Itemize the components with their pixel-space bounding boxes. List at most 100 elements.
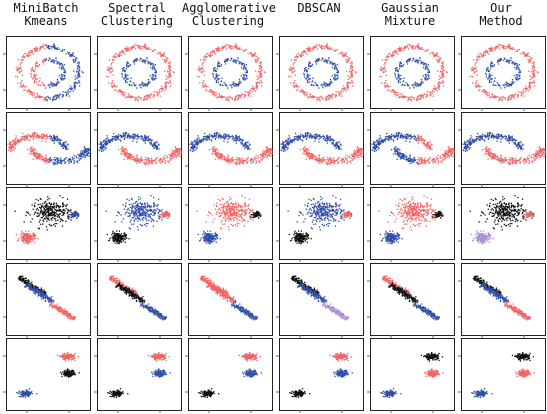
data-point-blue (52, 82, 54, 85)
data-point-blue (79, 82, 81, 84)
data-point-blue (101, 144, 103, 146)
data-point-blue (229, 59, 232, 62)
data-point-red (236, 98, 238, 101)
data-point-blue (245, 63, 248, 66)
data-point-red (267, 154, 269, 157)
data-point-red (228, 158, 230, 160)
data-point-blue (50, 81, 52, 83)
data-point-blue (240, 139, 242, 141)
data-point-red (425, 50, 427, 52)
data-point-red (153, 49, 155, 51)
data-point-red (140, 97, 142, 99)
data-point-red (502, 95, 504, 97)
data-point-blue (130, 135, 132, 138)
data-point-blue (504, 83, 506, 85)
data-point-red (351, 64, 353, 66)
data-point-blue (101, 148, 103, 151)
data-point-blue (514, 62, 516, 65)
data-point-red (516, 50, 518, 52)
data-point-blue (316, 60, 318, 62)
data-point-blue (247, 141, 249, 143)
data-point-red (330, 47, 332, 49)
data-point-red (256, 81, 258, 83)
data-point-red (209, 55, 211, 57)
data-point-red (310, 154, 312, 156)
data-point-red (522, 53, 525, 55)
data-point-red (488, 53, 490, 55)
data-point-red (238, 161, 240, 163)
data-point-blue (330, 80, 332, 82)
data-point-red (340, 51, 342, 53)
data-point-red (116, 85, 118, 88)
data-point-red (125, 154, 127, 157)
data-point-blue (234, 140, 236, 142)
data-point-blue (217, 134, 220, 137)
data-point-red (20, 69, 22, 71)
data-point-blue (309, 136, 311, 138)
data-point-red (10, 146, 12, 148)
data-point-blue (55, 94, 57, 96)
data-point-blue (52, 97, 54, 99)
data-point-red (520, 93, 523, 96)
data-point-red (217, 149, 219, 152)
data-point-blue (340, 144, 342, 146)
data-point-blue (287, 139, 289, 141)
data-point-red (160, 90, 162, 93)
data-point-blue (239, 80, 241, 82)
data-point-blue (85, 154, 87, 157)
data-point-red (441, 67, 443, 69)
data-point-red (36, 155, 38, 157)
data-point-red (34, 152, 37, 154)
data-point-blue (80, 155, 82, 157)
data-point-blue (151, 144, 153, 146)
panel-noisy-circles-minibatch-kmeans (3, 36, 91, 111)
data-point-blue (235, 83, 237, 85)
data-point-red (442, 75, 444, 77)
data-point-blue (428, 77, 430, 79)
data-point-red (153, 159, 155, 162)
data-point-blue (424, 63, 426, 65)
data-point-red (213, 50, 216, 52)
data-point-blue (57, 82, 59, 85)
data-point-red (327, 48, 329, 50)
data-point-red (167, 160, 169, 162)
data-point-blue (515, 79, 518, 81)
data-point-blue (54, 159, 56, 161)
data-point-blue (62, 49, 64, 51)
data-point-red (136, 44, 138, 46)
data-point-red (308, 96, 310, 98)
data-point-blue (63, 68, 65, 70)
data-point-blue (53, 139, 55, 141)
data-point-red (123, 150, 126, 152)
data-point-blue (60, 79, 63, 81)
data-point-red (224, 155, 226, 157)
data-point-red (502, 97, 505, 99)
data-point-red (125, 49, 127, 51)
data-point-blue (190, 146, 193, 148)
data-point-red (112, 56, 114, 58)
data-point-red (227, 154, 229, 156)
data-point-blue (60, 139, 62, 141)
data-point-blue (333, 145, 336, 147)
data-point-blue (78, 81, 80, 83)
data-point-blue (229, 136, 231, 138)
data-point-red (210, 91, 213, 93)
data-point-red (125, 97, 127, 99)
data-point-blue (326, 84, 329, 86)
data-point-blue (56, 82, 58, 85)
data-point-red (212, 50, 214, 52)
data-point-blue (282, 143, 285, 145)
data-point-blue (144, 142, 146, 144)
data-point-red (134, 98, 137, 100)
data-point-blue (223, 82, 225, 84)
data-point-red (241, 162, 244, 164)
data-point-red (508, 98, 510, 101)
data-point-red (33, 79, 36, 81)
data-point-red (396, 95, 398, 97)
data-point-blue (422, 62, 424, 64)
data-point-red (259, 73, 261, 75)
data-point-red (36, 48, 39, 50)
data-point-red (10, 148, 12, 151)
data-point-red (32, 152, 35, 154)
data-point-blue (71, 54, 74, 56)
